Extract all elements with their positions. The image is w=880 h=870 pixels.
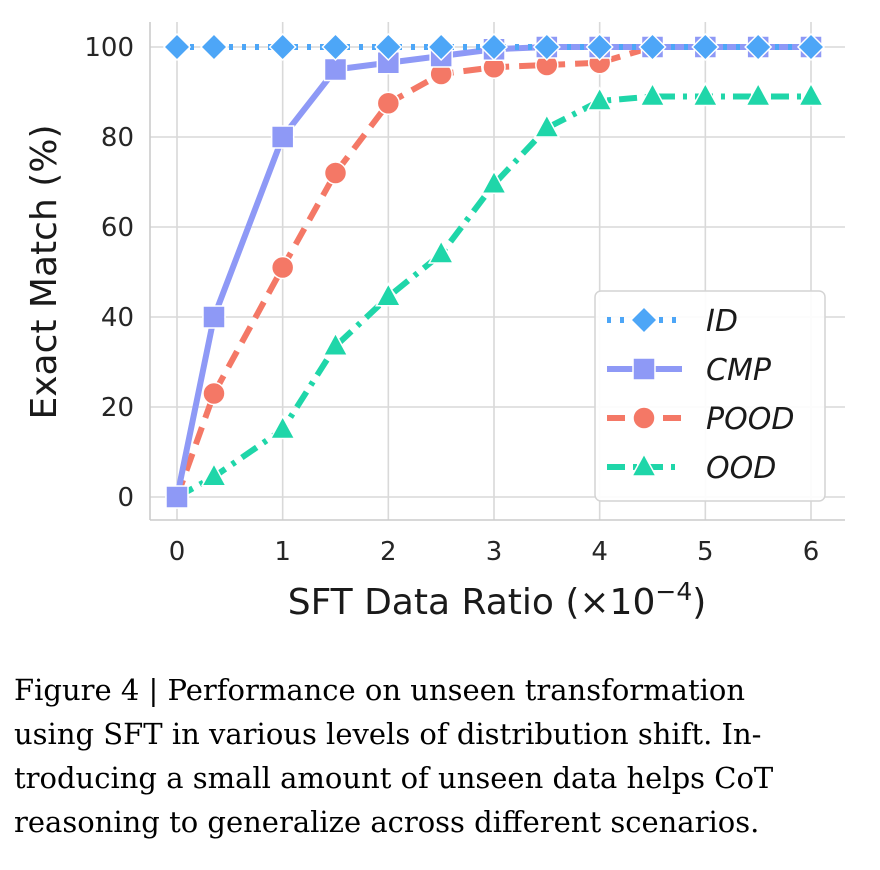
legend-marker <box>630 452 658 477</box>
data-point-ood <box>427 239 455 264</box>
y-tick-label: 0 <box>117 483 134 513</box>
data-point-id <box>374 32 403 62</box>
legend-label: OOD <box>706 451 776 486</box>
data-point-ood <box>533 113 561 138</box>
data-point-id <box>199 32 229 62</box>
legend-entry-pood: POOD <box>607 402 794 437</box>
x-tick-label: 5 <box>697 537 714 567</box>
data-point-ood <box>480 169 508 194</box>
legend-box <box>594 290 826 502</box>
y-axis-label: Exact Match (%) <box>24 124 65 419</box>
axes <box>149 22 845 521</box>
data-point-ood <box>586 86 613 111</box>
series-id <box>162 32 826 62</box>
data-point-cmp <box>165 485 189 509</box>
data-point-id <box>268 32 297 62</box>
legend-marker <box>629 305 659 335</box>
data-point-cmp <box>270 125 295 149</box>
data-point-ood <box>797 81 825 107</box>
legend-label: CMP <box>706 353 772 388</box>
y-tick-label: 80 <box>101 123 134 153</box>
data-point-id <box>638 32 667 62</box>
legend-entry-id: ID <box>607 304 738 339</box>
y-tick-label: 100 <box>84 33 134 63</box>
data-point-id <box>321 32 350 62</box>
x-axis-label: SFT Data Ratio (×10−4) <box>288 577 707 623</box>
legend-label: POOD <box>706 402 794 437</box>
x-tick-label: 4 <box>591 537 608 567</box>
legend-marker <box>632 357 656 381</box>
data-point-ood <box>375 282 402 307</box>
data-series <box>162 32 826 509</box>
data-point-ood <box>744 81 772 107</box>
legend-marker <box>632 406 656 430</box>
data-point-cmp <box>323 57 348 82</box>
data-point-id <box>479 32 509 62</box>
data-point-ood <box>269 414 296 440</box>
y-tick-label: 60 <box>101 213 134 243</box>
data-point-id <box>585 32 614 62</box>
x-tick-label: 1 <box>274 537 291 567</box>
legend: ID CMP POOD OOD <box>594 290 826 502</box>
data-point-pood <box>270 255 295 280</box>
data-point-id <box>796 32 826 62</box>
data-point-ood <box>692 81 719 107</box>
y-tick-label: 40 <box>101 303 134 333</box>
data-point-pood <box>376 91 401 115</box>
data-point-id <box>691 32 720 62</box>
data-point-ood <box>200 462 228 487</box>
x-tick-label: 3 <box>486 537 503 567</box>
x-tick-label: 2 <box>380 537 397 567</box>
legend-label: ID <box>706 304 738 339</box>
x-tick-label: 0 <box>169 537 186 567</box>
legend-entry-ood: OOD <box>607 451 776 486</box>
y-tick-label: 20 <box>101 393 134 423</box>
figure-caption: Figure 4 | Performance on unseen transfo… <box>14 673 774 839</box>
series-ood <box>163 81 825 507</box>
data-point-ood <box>322 331 349 356</box>
data-point-pood <box>323 161 348 185</box>
data-point-pood <box>202 381 226 406</box>
data-point-id <box>532 32 561 62</box>
data-point-id <box>162 32 192 62</box>
legend-entry-cmp: CMP <box>607 353 772 388</box>
data-point-ood <box>639 81 666 107</box>
x-tick-label: 6 <box>803 537 820 567</box>
data-point-cmp <box>202 305 226 329</box>
data-point-id <box>427 32 456 62</box>
data-point-id <box>744 32 773 62</box>
